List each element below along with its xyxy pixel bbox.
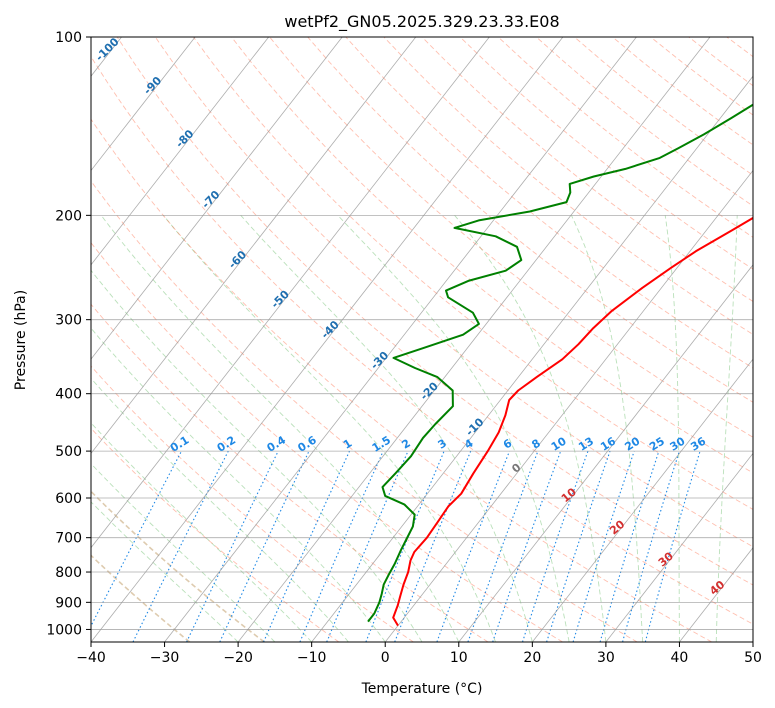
mixing-ratio-line (546, 450, 611, 642)
mixing-ratio-line (299, 450, 384, 642)
sounding-line (392, 216, 753, 627)
isotherm-line (91, 37, 196, 172)
dry-adiabat (91, 427, 340, 642)
dry-adiabat (307, 37, 753, 403)
y-tick-label: 400 (55, 387, 82, 403)
mixing-ratio-line (467, 450, 539, 642)
dry-adiabat (91, 554, 191, 642)
isotherm-line (311, 75, 753, 642)
dry-adiabat (345, 37, 753, 369)
mixing-ratio-line (492, 450, 562, 642)
dry-adiabat (91, 180, 638, 642)
moist-adiabat (570, 215, 644, 642)
y-tick-label: 600 (55, 491, 82, 507)
mixing-ratio-line (436, 450, 511, 642)
dry-adiabat (154, 37, 753, 548)
skewed-isotherms (91, 37, 753, 642)
sounding-series (367, 103, 753, 627)
y-tick-label: 500 (55, 444, 82, 460)
plot-area: 0.1 0.2 0.4 0.6 1 1.5 2 3 4 6 8 10 13 16 20 25 30 36-100-… (91, 37, 753, 642)
mixing-ratio-line (262, 450, 351, 642)
y-axis-label: Pressure (hPa) (13, 290, 29, 390)
x-axis-label: Temperature (°C) (361, 681, 483, 697)
dry-adiabat (91, 118, 713, 642)
isotherm-line (91, 37, 564, 642)
x-tick-label: 20 (523, 650, 541, 666)
mixing-ratio-line (365, 450, 445, 642)
x-tick-label: 0 (381, 650, 390, 666)
y-tick-label: 900 (55, 595, 82, 611)
y-axis: 100 200 300 400 500 600 700 800 900 1000 (46, 30, 91, 638)
isotherm-line (91, 37, 343, 360)
isotherm-line (91, 37, 417, 455)
y-tick-label: 800 (55, 565, 82, 581)
isotherm-line (384, 169, 753, 642)
x-tick-label: −20 (223, 650, 253, 666)
y-tick-label: 700 (55, 531, 82, 547)
chart-title: wetPf2_GN05.2025.329.23.33.E08 (284, 12, 559, 32)
x-tick-label: 10 (450, 650, 468, 666)
plot-frame (90, 36, 754, 643)
isotherm-line (532, 358, 753, 642)
moist-adiabat (715, 215, 738, 642)
moist-adiabat (91, 327, 386, 642)
mixing-ratio-line (572, 450, 635, 642)
y-tick-label: 1000 (46, 622, 82, 638)
y-tick-label: 100 (55, 30, 82, 46)
dry-adiabat (91, 303, 489, 642)
x-axis: −40 −30 −20 −10 0 10 20 30 40 50 (76, 642, 762, 666)
dry-adiabat (91, 241, 563, 642)
moist-adiabat (337, 214, 570, 642)
dry-adiabat (231, 37, 753, 474)
dry-adiabat (91, 490, 265, 642)
isotherm-line (458, 264, 753, 642)
moist-adiabat (91, 422, 313, 642)
mixing-ratio-line (622, 450, 680, 642)
moist-adiabat (664, 215, 680, 642)
moist-adiabat (454, 215, 607, 642)
isobar-grid (91, 37, 753, 630)
moist-adiabat (162, 215, 497, 642)
isotherm-line (91, 37, 269, 266)
isotherm-line (164, 37, 637, 642)
isotherm-line (605, 452, 753, 642)
mixing-ratio-line (599, 450, 660, 642)
moist-adiabat (91, 463, 276, 642)
sounding-line (367, 103, 753, 623)
x-tick-label: 40 (671, 650, 689, 666)
moist-adiabat (100, 215, 460, 642)
x-tick-label: 50 (744, 650, 762, 666)
x-tick-label: 30 (597, 650, 615, 666)
isotherm-line (91, 37, 490, 549)
dry-adiabat (116, 37, 753, 586)
mixing-ratio-line (521, 450, 589, 642)
dry-adiabat (91, 365, 414, 642)
y-tick-label: 200 (55, 208, 82, 224)
x-tick-label: −10 (297, 650, 327, 666)
mixing-ratio-line (326, 450, 409, 642)
y-tick-label: 300 (55, 313, 82, 329)
dry-adiabat (193, 37, 753, 510)
isotherm-line (237, 37, 711, 642)
x-tick-label: −30 (150, 650, 180, 666)
x-tick-label: −40 (76, 650, 106, 666)
dry-adiabats (91, 37, 753, 642)
moist-adiabat (91, 501, 239, 642)
